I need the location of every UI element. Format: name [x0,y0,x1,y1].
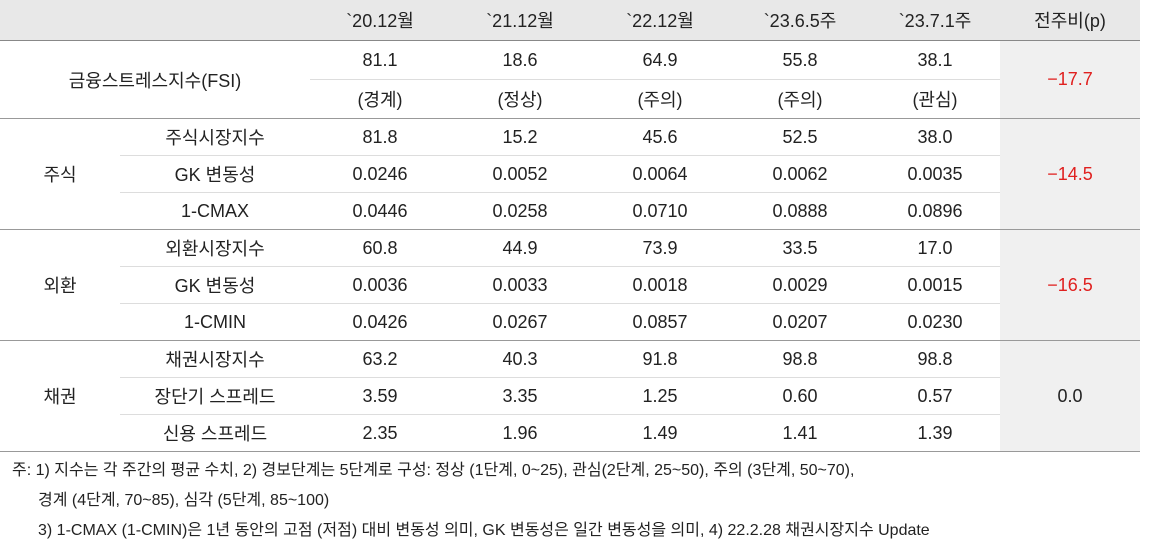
group-label: 외환 [0,229,120,341]
value-cell: 0.0710 [590,192,730,230]
value-cell: 3.35 [450,377,590,415]
note-line: 경계 (4단계, 70~85), 심각 (5단계, 85~100) [38,492,330,509]
value-cell: 0.0062 [730,155,870,193]
value-cell: 0.0258 [450,192,590,230]
column-header: `20.12월 [310,0,450,41]
level-cell: (정상) [450,79,590,119]
value-cell: 81.1 [310,40,450,80]
value-cell: 0.0033 [450,266,590,304]
value-cell: 1.96 [450,414,590,452]
value-cell: 0.0064 [590,155,730,193]
value-cell: 0.0426 [310,303,450,341]
value-cell: 0.0036 [310,266,450,304]
value-cell: 73.9 [590,229,730,267]
note-line: 주: 1) 지수는 각 주간의 평균 수치, 2) 경보단계는 5단계로 구성:… [12,462,855,479]
value-cell: 0.0052 [450,155,590,193]
value-cell: 33.5 [730,229,870,267]
table-body: 금융스트레스지수(FSI) 81.1 18.6 64.9 55.8 38.1 −17.7 (경… [0,40,1140,452]
note-line: 3) 1-CMAX (1-CMIN)은 1년 동안의 고점 (저점) 대비 변동… [38,522,930,539]
value-cell: 98.8 [870,340,1000,378]
row-label: 신용 스프레드 [120,414,310,452]
column-header: `23.6.5주 [730,0,870,41]
row-label: 장단기 스프레드 [120,377,310,415]
data-row: 장단기 스프레드 3.59 3.35 1.25 0.60 0.57 [0,377,1140,415]
value-cell: 55.8 [730,40,870,80]
value-cell: 0.60 [730,377,870,415]
value-cell: 52.5 [730,118,870,156]
fsi-level-row: (경계) (정상) (주의) (주의) (관심) [0,79,1140,119]
value-cell: 0.0857 [590,303,730,341]
value-cell: 0.0446 [310,192,450,230]
data-row: GK 변동성 0.0036 0.0033 0.0018 0.0029 0.0015 [0,266,1140,304]
row-label: 1-CMIN [120,303,310,341]
value-cell: 0.0246 [310,155,450,193]
value-cell: 91.8 [590,340,730,378]
value-cell: 98.8 [730,340,870,378]
change-cell: −14.5 [1000,118,1140,230]
row-label: GK 변동성 [120,266,310,304]
value-cell: 0.0029 [730,266,870,304]
value-cell: 64.9 [590,40,730,80]
data-row: 외환 외환시장지수 60.8 44.9 73.9 33.5 17.0 −16.5 [0,229,1140,341]
change-cell: −17.7 [1000,40,1140,119]
value-cell: 0.0888 [730,192,870,230]
data-row: 신용 스프레드 2.35 1.96 1.49 1.41 1.39 [0,414,1140,452]
fsi-row: 금융스트레스지수(FSI) 81.1 18.6 64.9 55.8 38.1 −17.7 [0,40,1140,119]
value-cell: 81.8 [310,118,450,156]
value-cell: 1.41 [730,414,870,452]
level-cell: (경계) [310,79,450,119]
change-cell: 0.0 [1000,340,1140,452]
level-cell: (주의) [730,79,870,119]
row-label: 주식시장지수 [120,118,310,156]
value-cell: 38.0 [870,118,1000,156]
value-cell: 17.0 [870,229,1000,267]
value-cell: 0.0018 [590,266,730,304]
group-label: 주식 [0,118,120,230]
value-cell: 40.3 [450,340,590,378]
row-label: 외환시장지수 [120,229,310,267]
value-cell: 0.57 [870,377,1000,415]
value-cell: 0.0035 [870,155,1000,193]
level-cell: (관심) [870,79,1000,119]
fsi-table: `20.12월 `21.12월 `22.12월 `23.6.5주 `23.7.1주 전주비… [0,0,1140,452]
value-cell: 1.49 [590,414,730,452]
value-cell: 63.2 [310,340,450,378]
value-cell: 2.35 [310,414,450,452]
column-header: `22.12월 [590,0,730,41]
value-cell: 3.59 [310,377,450,415]
value-cell: 0.0207 [730,303,870,341]
data-row: 1-CMAX 0.0446 0.0258 0.0710 0.0888 0.0896 [0,192,1140,230]
level-cell: (주의) [590,79,730,119]
value-cell: 0.0267 [450,303,590,341]
notes: 주: 1) 지수는 각 주간의 평균 수치, 2) 경보단계는 5단계로 구성:… [0,456,1152,546]
value-cell: 0.0230 [870,303,1000,341]
data-row: 주식 주식시장지수 81.8 15.2 45.6 52.5 38.0 −14.5 [0,118,1140,230]
value-cell: 0.0896 [870,192,1000,230]
change-cell: −16.5 [1000,229,1140,341]
value-cell: 15.2 [450,118,590,156]
value-cell: 60.8 [310,229,450,267]
group-label: 채권 [0,340,120,452]
value-cell: 1.25 [590,377,730,415]
data-row: 채권 채권시장지수 63.2 40.3 91.8 98.8 98.8 0.0 [0,340,1140,452]
value-cell: 18.6 [450,40,590,80]
column-header: 전주비(p) [1000,0,1140,41]
value-cell: 44.9 [450,229,590,267]
value-cell: 45.6 [590,118,730,156]
row-label: 채권시장지수 [120,340,310,378]
header-row: `20.12월 `21.12월 `22.12월 `23.6.5주 `23.7.1주 전주비… [0,0,1140,41]
column-header: `21.12월 [450,0,590,41]
data-row: 1-CMIN 0.0426 0.0267 0.0857 0.0207 0.0230 [0,303,1140,341]
row-label: 1-CMAX [120,192,310,230]
column-header: `23.7.1주 [870,0,1000,41]
data-row: GK 변동성 0.0246 0.0052 0.0064 0.0062 0.0035 [0,155,1140,193]
value-cell: 0.0015 [870,266,1000,304]
fsi-label: 금융스트레스지수(FSI) [0,40,310,119]
row-label: GK 변동성 [120,155,310,193]
value-cell: 1.39 [870,414,1000,452]
header-blank [0,0,310,41]
value-cell: 38.1 [870,40,1000,80]
